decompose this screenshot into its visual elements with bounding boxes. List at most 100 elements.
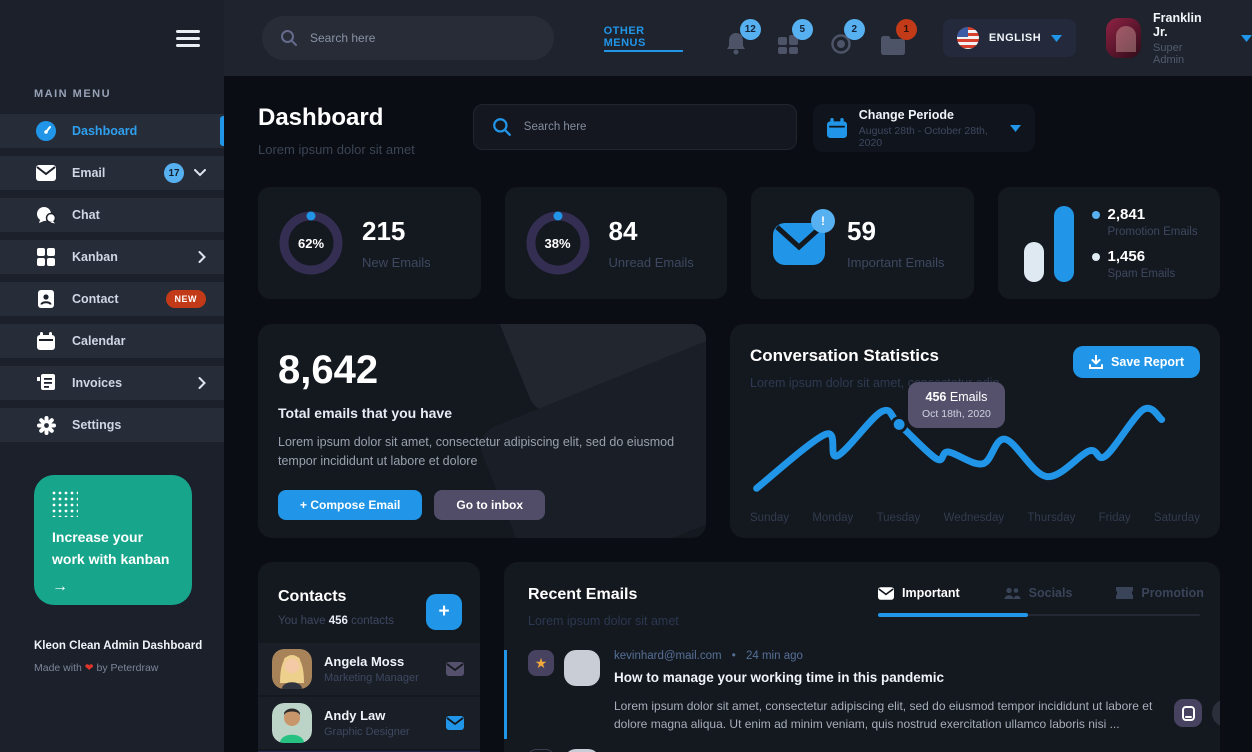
alert-badge: ! (811, 209, 835, 233)
kanban-promo-card[interactable]: Increase your work with kanban → (34, 475, 192, 605)
chart-marker-dot (890, 416, 908, 433)
total-emails-title: Total emails that you have (278, 405, 453, 421)
compose-email-button[interactable]: + Compose Email (278, 489, 423, 520)
go-to-inbox-button[interactable]: Go to inbox (434, 489, 546, 520)
arrow-right-icon[interactable]: → (52, 578, 68, 596)
ticket-icon (1116, 587, 1134, 599)
stat-card-new-emails: 62% 215 New Emails (258, 187, 481, 299)
apps-icon[interactable]: 5 (777, 19, 813, 55)
folder-count-badge: 1 (895, 19, 917, 40)
chevron-down-icon[interactable] (194, 169, 206, 177)
sidebar-item-dashboard[interactable]: Dashboard (0, 114, 224, 148)
tab-important[interactable]: Important (878, 586, 960, 600)
spam-bar (1023, 242, 1044, 282)
tab-promotion[interactable]: Promotion (1116, 586, 1204, 600)
sidebar-item-contact[interactable]: Contact NEW (0, 282, 224, 316)
credit-post: by Peterdraw (96, 662, 159, 674)
contacts-count: 456 (328, 615, 348, 627)
day-label: Tuesday (876, 512, 921, 524)
sidebar-item-label: Calendar (72, 334, 126, 348)
dashboard-search[interactable] (472, 104, 797, 150)
contact-role: Marketing Manager (324, 672, 419, 684)
save-report-label: Save Report (1111, 355, 1184, 369)
email-preview: Lorem ipsum dolor sit amet, consectetur … (614, 699, 1153, 731)
email-count-badge: 17 (164, 163, 184, 183)
tab-underline-track (878, 613, 1200, 617)
tab-label: Socials (1028, 586, 1073, 600)
contact-row-andy[interactable]: Andy Law Graphic Designer (258, 697, 480, 749)
contact-role: Graphic Designer (324, 726, 410, 738)
sidebar-nav: Dashboard Email 17 Chat (0, 114, 224, 442)
save-report-button[interactable]: Save Report (1073, 346, 1200, 378)
day-label: Thursday (1027, 512, 1076, 524)
stat-label: Important Emails (847, 255, 945, 270)
sidebar-item-label: Contact (72, 292, 119, 306)
email-item-partial[interactable]: ☆ (528, 749, 1220, 752)
sidebar-section-label: MAIN MENU (34, 88, 112, 100)
topbar-search[interactable] (262, 16, 554, 60)
change-periode-selector[interactable]: Change Periode August 28th - October 28t… (812, 104, 1035, 152)
add-contact-button[interactable]: + (426, 594, 462, 630)
sidebar-item-kanban[interactable]: Kanban (0, 240, 224, 274)
contact-avatar (272, 649, 312, 689)
topbar-search-input[interactable] (310, 31, 530, 45)
chat-icon (34, 203, 58, 227)
bell-icon[interactable]: 12 (725, 19, 761, 55)
contact-name: Angela Moss (324, 654, 405, 669)
email-subject: How to manage your working time in this … (614, 670, 945, 685)
sidebar-item-settings[interactable]: Settings (0, 408, 224, 442)
calendar-icon (34, 329, 58, 353)
active-indicator (220, 116, 224, 146)
donut-percent-label: 38% (544, 235, 571, 251)
day-label: Monday (812, 512, 854, 524)
send-email-icon[interactable] (446, 716, 464, 730)
stat-label: New Emails (362, 255, 431, 270)
topbar: OTHER MENUS 12 5 2 1 ENGLISH (224, 0, 1252, 76)
donut-chart: 62% (278, 210, 344, 276)
donut-chart: 38% (525, 210, 591, 276)
send-email-icon[interactable] (446, 662, 464, 676)
day-label: Sunday (750, 512, 790, 524)
app-footer-title: Kleon Clean Admin Dashboard (34, 640, 203, 652)
sidebar-item-chat[interactable]: Chat (0, 198, 224, 232)
chevron-down-icon (1009, 124, 1021, 132)
search-icon (281, 30, 297, 46)
user-profile[interactable]: Franklin Jr. Super Admin (1106, 11, 1252, 66)
menu-toggle-button[interactable] (176, 30, 200, 51)
chart-x-labels: Sunday Monday Tuesday Wednesday Thursday… (750, 512, 1200, 524)
conversation-line-chart: 456 Emails Oct 18th, 2020 (750, 382, 1200, 510)
dashboard-icon (34, 119, 58, 143)
stats-row: 62% 215 New Emails 38% 84 Unread (258, 187, 1220, 299)
periode-title: Change Periode (858, 107, 954, 122)
clock-icon[interactable] (1212, 699, 1220, 727)
disc-icon[interactable]: 2 (829, 19, 865, 55)
important-mail-icon: ! (771, 209, 835, 269)
chevron-right-icon[interactable] (198, 251, 206, 263)
meta-separator: • (731, 650, 736, 662)
chart-tooltip: 456 Emails Oct 18th, 2020 (908, 382, 1005, 428)
other-menus-link[interactable]: OTHER MENUS (603, 25, 683, 52)
promo-line2: work with kanban (52, 550, 170, 567)
contact-row-angela[interactable]: Angela Moss Marketing Manager (258, 643, 480, 695)
promotion-bar (1053, 206, 1074, 282)
page-subtitle: Lorem ipsum dolor sit amet (258, 142, 415, 157)
star-icon[interactable]: ★ (528, 650, 554, 676)
sidebar-item-email[interactable]: Email 17 (0, 156, 224, 190)
sidebar-item-calendar[interactable]: Calendar (0, 324, 224, 358)
sidebar-item-label: Dashboard (72, 124, 138, 138)
contacts-card: Contacts You have 456 contacts + Angela … (258, 562, 480, 752)
folder-icon[interactable]: 1 (880, 19, 917, 55)
device-icon[interactable] (1174, 699, 1202, 727)
tab-socials[interactable]: Socials (1004, 586, 1073, 600)
page-header: Dashboard Lorem ipsum dolor sit amet Cha… (258, 104, 1220, 157)
sidebar-item-invoices[interactable]: Invoices (0, 366, 224, 400)
stat-value: 215 (362, 216, 406, 246)
legend-label: Promotion Emails (1107, 226, 1198, 238)
conversation-statistics-card: Conversation Statistics Lorem ipsum dolo… (730, 324, 1220, 538)
promo-line1: Increase your (52, 529, 144, 545)
language-selector[interactable]: ENGLISH (942, 19, 1077, 57)
chevron-right-icon[interactable] (198, 377, 206, 389)
dashboard-search-input[interactable] (523, 121, 764, 133)
legend-dot-white (1091, 253, 1100, 261)
email-item[interactable]: ★ kevinhard@mail.com • 24 min ago How to… (504, 650, 1220, 739)
